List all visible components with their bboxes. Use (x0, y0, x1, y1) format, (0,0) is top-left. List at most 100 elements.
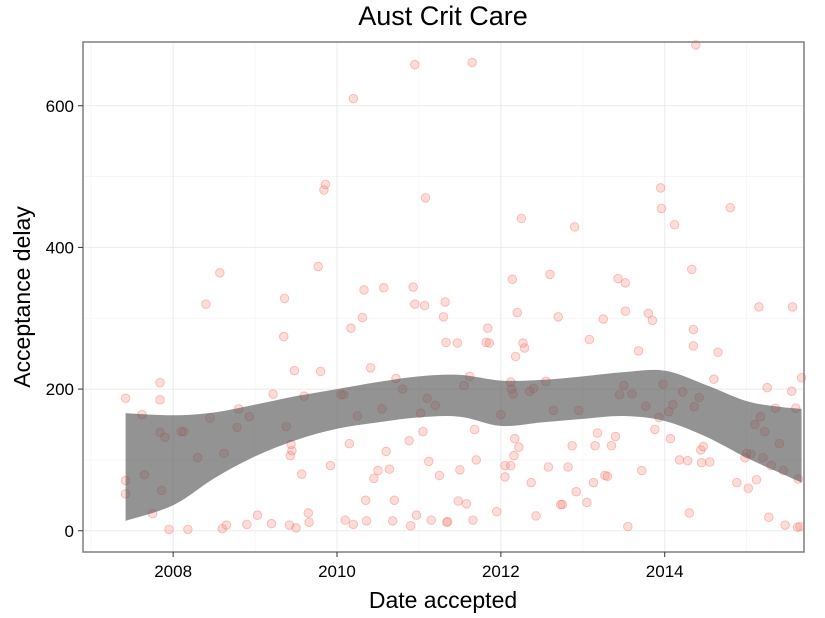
data-point (242, 519, 252, 530)
data-point (215, 268, 225, 278)
data-point (481, 337, 491, 348)
data-point (361, 516, 372, 526)
data-point (787, 302, 798, 312)
data-point (268, 389, 278, 399)
data-point (389, 495, 400, 506)
data-point (297, 469, 307, 479)
data-point (410, 299, 420, 309)
data-point (514, 442, 524, 452)
x-tick-label: 2010 (318, 562, 356, 581)
data-point (217, 523, 228, 534)
data-point (252, 510, 263, 520)
data-point (633, 346, 644, 356)
y-axis-title: Acceptance delay (9, 206, 35, 388)
data-point (120, 393, 131, 404)
data-point (183, 524, 193, 535)
data-point (512, 307, 522, 318)
data-point (452, 338, 463, 348)
data-point (623, 521, 633, 532)
data-point (613, 273, 623, 284)
data-point (584, 334, 595, 345)
y-tick-label: 200 (46, 380, 74, 399)
x-tick-label: 2012 (482, 562, 520, 581)
plot-area (82, 40, 807, 553)
data-point (378, 283, 389, 293)
data-point (751, 475, 762, 485)
data-point (602, 471, 613, 481)
data-point (569, 222, 580, 232)
data-point (201, 299, 211, 309)
data-point (684, 508, 695, 518)
data-point (320, 179, 331, 190)
chart-title: Aust Crit Care (358, 1, 528, 31)
data-point (419, 300, 430, 311)
data-point (405, 521, 416, 531)
data-point (325, 460, 336, 471)
x-tick-label: 2008 (154, 562, 192, 581)
data-point (588, 477, 599, 488)
data-point (438, 312, 449, 322)
data-point (606, 441, 617, 451)
data-point (665, 433, 676, 444)
data-point (410, 59, 420, 70)
data-point (674, 455, 685, 465)
data-point (743, 483, 754, 494)
data-point (315, 366, 326, 377)
data-point (357, 312, 368, 323)
data-point (266, 518, 277, 529)
data-point (592, 428, 603, 438)
data-point (610, 431, 621, 442)
data-point (289, 365, 300, 376)
data-point (369, 473, 379, 484)
data-point (555, 499, 566, 510)
plot-border (82, 41, 805, 553)
data-point (687, 264, 697, 275)
data-point (516, 213, 527, 224)
data-point (387, 516, 398, 526)
data-point (563, 462, 573, 472)
data-point (709, 374, 719, 384)
data-point (381, 446, 391, 457)
data-point (482, 323, 493, 333)
data-point (669, 219, 680, 230)
smoothing-confidence-band (125, 369, 802, 521)
data-point (500, 472, 510, 482)
data-point (526, 477, 536, 488)
data-point (313, 261, 323, 272)
data-point (484, 338, 495, 348)
data-point (348, 93, 359, 104)
x-tick-label: 2014 (646, 562, 684, 581)
data-point (543, 462, 554, 472)
data-point (284, 520, 295, 530)
data-point (500, 460, 510, 471)
data-point (319, 185, 329, 195)
data-point (598, 314, 609, 324)
data-point (567, 441, 577, 451)
data-point (620, 278, 631, 288)
data-point (492, 506, 502, 517)
data-point (440, 297, 450, 307)
data-point (545, 269, 555, 280)
data-point (705, 457, 715, 467)
data-point (655, 183, 666, 193)
data-point (643, 308, 654, 319)
data-point (764, 512, 774, 523)
data-point (348, 519, 359, 530)
data-point (688, 324, 699, 335)
y-axis: 0 200 400 600 (46, 97, 83, 541)
data-point (340, 515, 350, 525)
data-point (278, 331, 289, 342)
data-point (510, 433, 520, 444)
data-point (304, 517, 314, 528)
data-point (221, 520, 232, 530)
data-point (600, 470, 610, 481)
data-point (762, 382, 772, 393)
data-point (365, 363, 376, 373)
data-point (442, 516, 453, 527)
data-point (467, 57, 477, 68)
data-point (590, 441, 600, 451)
data-point (461, 499, 472, 509)
data-point (688, 341, 699, 351)
data-point (442, 517, 452, 528)
data-point (287, 445, 297, 456)
